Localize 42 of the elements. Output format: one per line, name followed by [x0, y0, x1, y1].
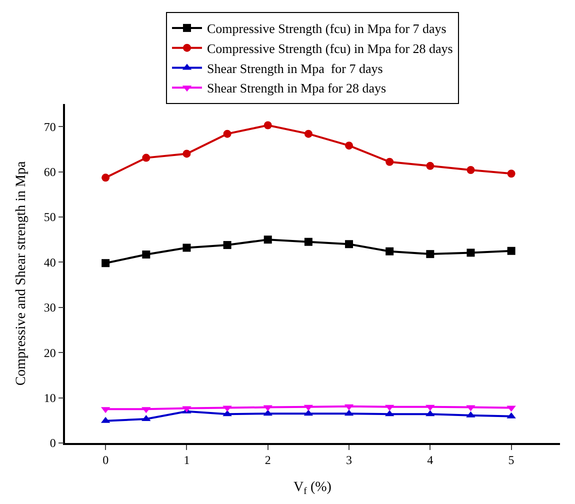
y-tick-label: 40 [44, 255, 56, 270]
point [102, 174, 110, 182]
point [426, 162, 434, 170]
point [142, 250, 150, 259]
point [102, 259, 110, 268]
point [386, 247, 394, 256]
y-axis-title: Compressive and Shear strength in Mpa [14, 160, 29, 386]
point [426, 250, 434, 258]
x-tick-label: 2 [264, 453, 271, 468]
y-tick-label: 0 [50, 436, 56, 450]
y-tick-label: 20 [44, 346, 56, 360]
legend-label: Compressive Strength (fcu) in Mpa for 28 days [207, 40, 453, 56]
y-tick-label: 70 [44, 120, 56, 134]
legend-label: Shear Strength in Mpa for 7 days [207, 60, 383, 76]
y-tick-label: 30 [44, 300, 56, 315]
point [345, 240, 354, 248]
point [264, 236, 272, 244]
point [507, 170, 516, 178]
x-tick-label: 4 [427, 453, 434, 468]
point [304, 130, 312, 138]
point [466, 166, 475, 174]
x-axis-title: V$_{f}$ (%) [294, 480, 332, 497]
point [264, 121, 272, 130]
y-tick-label: 10 [44, 391, 56, 405]
point [386, 158, 394, 166]
x-tick-label: 3 [346, 453, 352, 468]
point [466, 248, 475, 257]
legend-label: Compressive Strength (fcu) in Mpa for 7 days [207, 21, 446, 36]
legend-label: Shear Strength in Mpa for 28 days [207, 80, 386, 96]
point [142, 154, 150, 162]
point [345, 142, 354, 150]
point [507, 246, 516, 255]
point [182, 150, 191, 158]
y-tick-label: 60 [44, 165, 56, 179]
point [223, 241, 232, 250]
point [182, 244, 191, 252]
x-tick-label: 1 [184, 453, 190, 468]
point [223, 130, 232, 138]
point [304, 238, 312, 246]
x-tick-label: 0 [102, 453, 109, 468]
y-tick-label: 50 [44, 210, 56, 224]
x-tick-label: 5 [508, 453, 514, 468]
